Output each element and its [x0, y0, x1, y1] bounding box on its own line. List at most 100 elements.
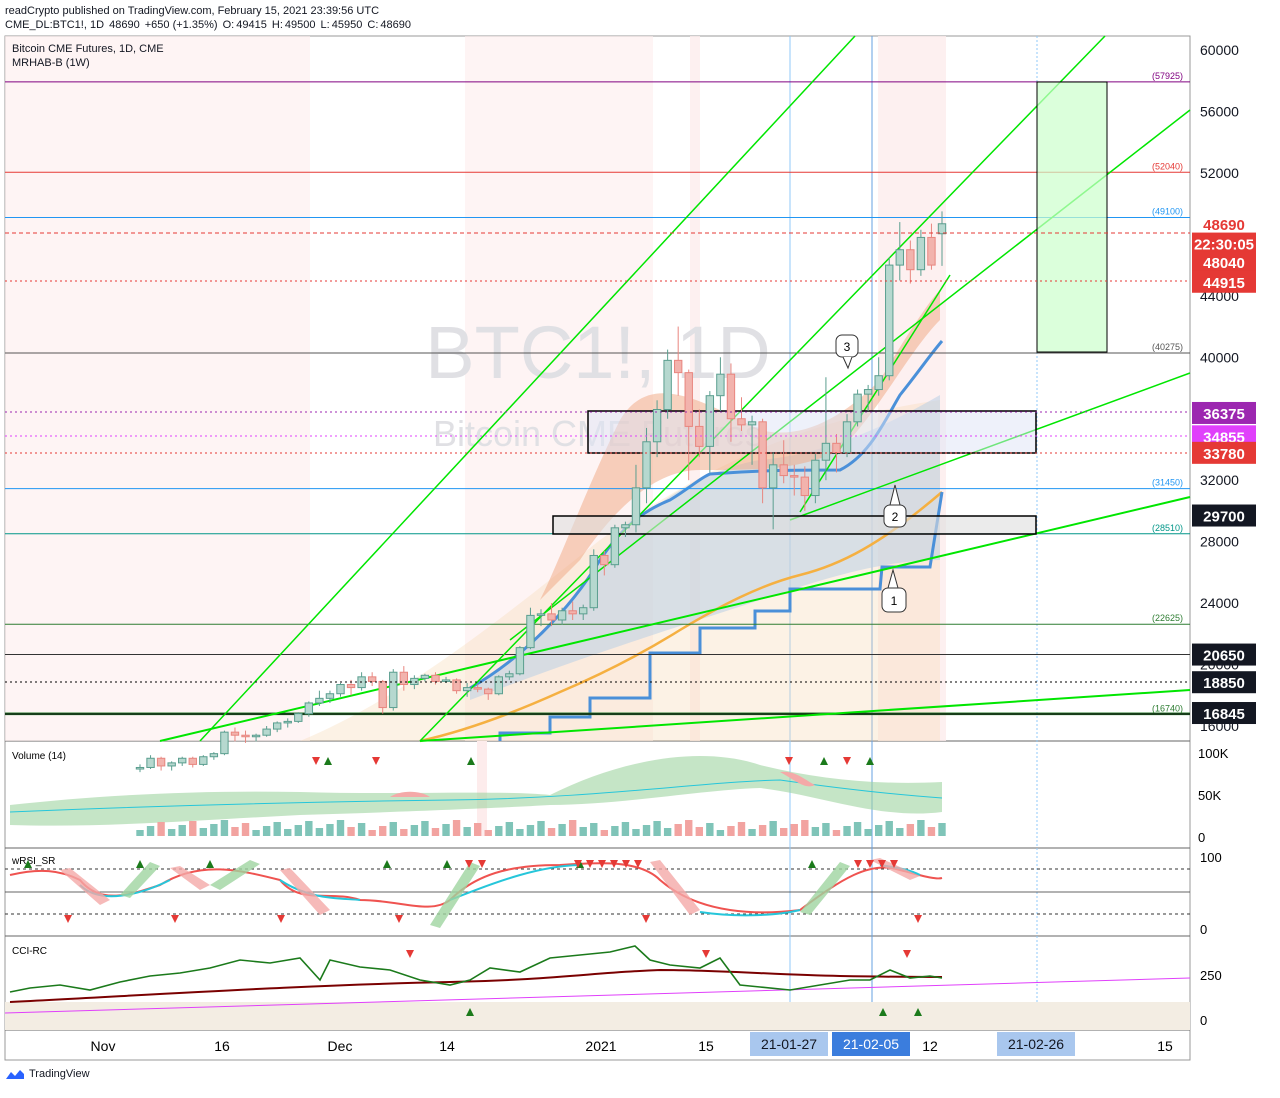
candle-body[interactable]	[821, 442, 831, 461]
candle-body[interactable]	[452, 679, 461, 692]
candle-body[interactable]	[441, 679, 451, 682]
candle-body[interactable]	[557, 610, 567, 621]
candle-body[interactable]	[325, 693, 335, 699]
candle-body[interactable]	[568, 610, 577, 615]
candle-body[interactable]	[484, 688, 493, 695]
candle-body[interactable]	[420, 674, 430, 679]
candle-body[interactable]	[156, 757, 166, 767]
candle-body[interactable]	[178, 757, 187, 764]
volume-bar	[716, 830, 725, 836]
candle-body[interactable]	[885, 264, 894, 377]
candle-body[interactable]	[378, 680, 387, 709]
candle-body[interactable]	[505, 673, 514, 678]
candle-body[interactable]	[283, 720, 292, 724]
level-labels: (57925) (52040) (49100) (40275) (31450) (2851…	[1152, 71, 1183, 714]
candle-body[interactable]	[220, 731, 229, 755]
candle-body[interactable]	[684, 372, 693, 427]
price-axis[interactable]: 6000056000520004800044000400003600032000…	[1200, 42, 1239, 734]
candle-body[interactable]	[705, 395, 715, 447]
candle-body[interactable]	[937, 223, 947, 235]
candle-body[interactable]	[737, 418, 746, 426]
candle-body[interactable]	[663, 359, 672, 411]
candles-group[interactable]	[135, 211, 947, 773]
candle-body[interactable]	[251, 734, 261, 738]
candle-body[interactable]	[473, 687, 482, 690]
candle-body[interactable]	[135, 766, 145, 770]
candle-body[interactable]	[526, 614, 535, 649]
price-badge	[1192, 643, 1256, 666]
candle-body[interactable]	[874, 375, 883, 391]
volume-bar	[189, 821, 197, 836]
candle-body[interactable]	[621, 524, 630, 529]
target-zone[interactable]	[1036, 81, 1108, 353]
candle-body[interactable]	[294, 713, 303, 722]
volume-bar	[600, 830, 609, 836]
candle-body[interactable]	[336, 684, 345, 695]
candle-body[interactable]	[927, 236, 936, 266]
candle-body[interactable]	[410, 677, 419, 686]
resistance-zone[interactable]	[587, 410, 1037, 454]
candle-body[interactable]	[673, 359, 683, 374]
candle-body[interactable]	[536, 613, 546, 616]
candle-body[interactable]	[209, 753, 219, 758]
candle-body[interactable]	[389, 671, 398, 709]
candle-body[interactable]	[579, 607, 588, 615]
candle-body[interactable]	[346, 684, 356, 689]
candle-body[interactable]	[811, 459, 820, 497]
time-label: 2021	[585, 1038, 616, 1054]
candle-body[interactable]	[800, 476, 810, 497]
candle-body[interactable]	[272, 722, 282, 730]
candle-body[interactable]	[515, 647, 525, 675]
candle-body[interactable]	[262, 728, 271, 736]
volume-bar	[294, 825, 302, 836]
candle-body[interactable]	[726, 373, 736, 420]
candle-body[interactable]	[779, 464, 788, 477]
candle-body[interactable]	[399, 671, 409, 686]
candle-body[interactable]	[631, 487, 641, 526]
candle-body[interactable]	[547, 613, 556, 621]
candle-body[interactable]	[589, 554, 598, 609]
support-zone[interactable]	[552, 515, 1037, 535]
candle-body[interactable]	[758, 421, 767, 489]
candle-body[interactable]	[642, 441, 651, 489]
cci-arrows	[406, 950, 922, 1016]
candle-body[interactable]	[199, 756, 208, 765]
candle-body[interactable]	[895, 249, 904, 266]
candle-body[interactable]	[494, 676, 503, 695]
volume-bar	[737, 822, 746, 836]
candle-body[interactable]	[462, 687, 472, 692]
volume-bar	[568, 820, 577, 836]
candle-body[interactable]	[842, 421, 852, 454]
candle-body[interactable]	[863, 389, 873, 395]
candle-body[interactable]	[906, 249, 915, 271]
candle-body[interactable]	[768, 464, 778, 489]
candle-body[interactable]	[304, 702, 314, 715]
rsi-arrow-down-icon	[610, 860, 618, 868]
candle-body[interactable]	[652, 409, 662, 443]
price-badge	[1192, 425, 1256, 448]
candle-body[interactable]	[241, 734, 250, 738]
candle-body[interactable]	[790, 475, 799, 478]
time-axis[interactable]: Nov 16 Dec 14 2021 15 12 15 21-01-27 21-…	[91, 1032, 1173, 1056]
candle-body[interactable]	[600, 554, 609, 566]
footer[interactable]: TradingView	[5, 1068, 90, 1080]
candle-body[interactable]	[431, 674, 440, 682]
candle-body[interactable]	[610, 527, 620, 566]
candle-body[interactable]	[853, 393, 862, 423]
high-value: 49500	[284, 19, 316, 31]
candle-body[interactable]	[188, 757, 197, 765]
volume-bar	[558, 824, 566, 836]
candle-body[interactable]	[146, 757, 155, 768]
candle-body[interactable]	[716, 373, 725, 397]
candle-body[interactable]	[832, 442, 841, 454]
callout-pointer	[887, 568, 899, 589]
candle-body[interactable]	[916, 236, 926, 271]
candle-body[interactable]	[230, 731, 240, 736]
candle-body[interactable]	[747, 421, 757, 426]
candle-body[interactable]	[167, 762, 176, 767]
candle-body[interactable]	[315, 697, 324, 704]
volume-bar	[801, 820, 809, 836]
candle-body[interactable]	[367, 676, 377, 682]
